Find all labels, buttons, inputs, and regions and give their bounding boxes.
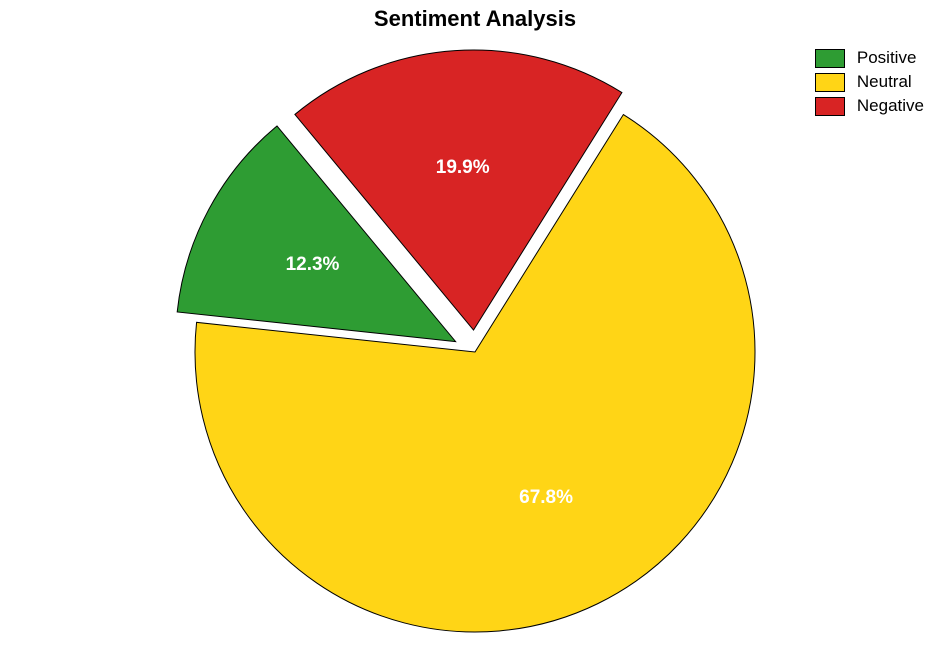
legend-item-negative: Negative [815,96,924,116]
legend-swatch-icon [815,97,845,116]
legend: Positive Neutral Negative [815,48,924,120]
legend-label: Negative [857,96,924,116]
legend-swatch-icon [815,73,845,92]
slice-label-positive: 12.3% [286,254,340,276]
legend-swatch-icon [815,49,845,68]
legend-label: Neutral [857,72,912,92]
legend-label: Positive [857,48,917,68]
slice-label-neutral: 67.8% [519,487,573,509]
pie-chart-svg [0,0,950,662]
legend-item-positive: Positive [815,48,924,68]
chart-container: Sentiment Analysis 67.8%12.3%19.9% Posit… [0,0,950,662]
legend-item-neutral: Neutral [815,72,924,92]
slice-label-negative: 19.9% [436,157,490,179]
